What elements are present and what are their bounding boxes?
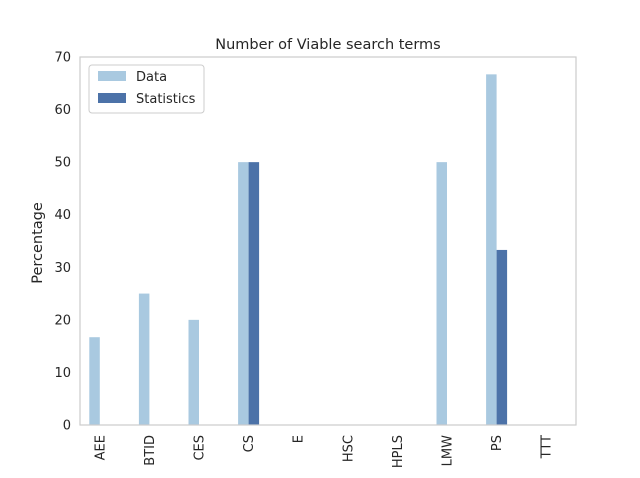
x-tick-label: HSC (341, 435, 356, 462)
y-tick-label: 50 (54, 156, 71, 171)
y-tick-label: 70 (54, 51, 71, 66)
bar-data-lmw (436, 162, 447, 425)
x-tick-label: AEE (93, 435, 108, 460)
bar-data-btid (138, 293, 150, 425)
y-tick-label: 30 (54, 261, 71, 276)
x-ticks-group: AEE BTID CES CS E HSC HPLS LMW PS TTT (93, 435, 554, 468)
legend-swatch-statistics (98, 93, 126, 103)
legend-label-data: Data (136, 70, 167, 85)
bar-statistics-ps (496, 249, 508, 425)
legend-swatch-data (98, 71, 126, 81)
bar-data-aee (89, 337, 100, 425)
x-tick-label: LMW (441, 435, 456, 466)
x-tick-label: TTT (540, 435, 555, 459)
x-tick-label: PS (490, 435, 505, 451)
y-ticks-group: 0 10 20 30 40 50 60 70 (54, 51, 71, 434)
legend-label-statistics: Statistics (136, 92, 196, 107)
bar-statistics-cs (248, 162, 260, 425)
y-tick-label: 40 (54, 208, 71, 223)
x-tick-label: HPLS (391, 435, 406, 468)
legend: Data Statistics (88, 64, 205, 114)
bar-data-ces (188, 319, 199, 425)
plot-frame (79, 56, 577, 426)
y-tick-label: 0 (63, 419, 71, 434)
x-tick-label: BTID (143, 435, 158, 466)
bars-group (89, 74, 508, 425)
chart-title: Number of Viable search terms (215, 37, 441, 53)
y-tick-label: 60 (54, 103, 71, 118)
x-tick-label: CS (242, 435, 257, 452)
bar-data-ps (486, 74, 497, 425)
y-tick-label: 20 (54, 313, 71, 328)
x-tick-label: E (292, 435, 307, 443)
x-tick-label: CES (193, 435, 208, 461)
bar-data-cs (238, 162, 249, 425)
y-axis-label: Percentage (30, 202, 46, 284)
y-tick-label: 10 (54, 366, 71, 381)
